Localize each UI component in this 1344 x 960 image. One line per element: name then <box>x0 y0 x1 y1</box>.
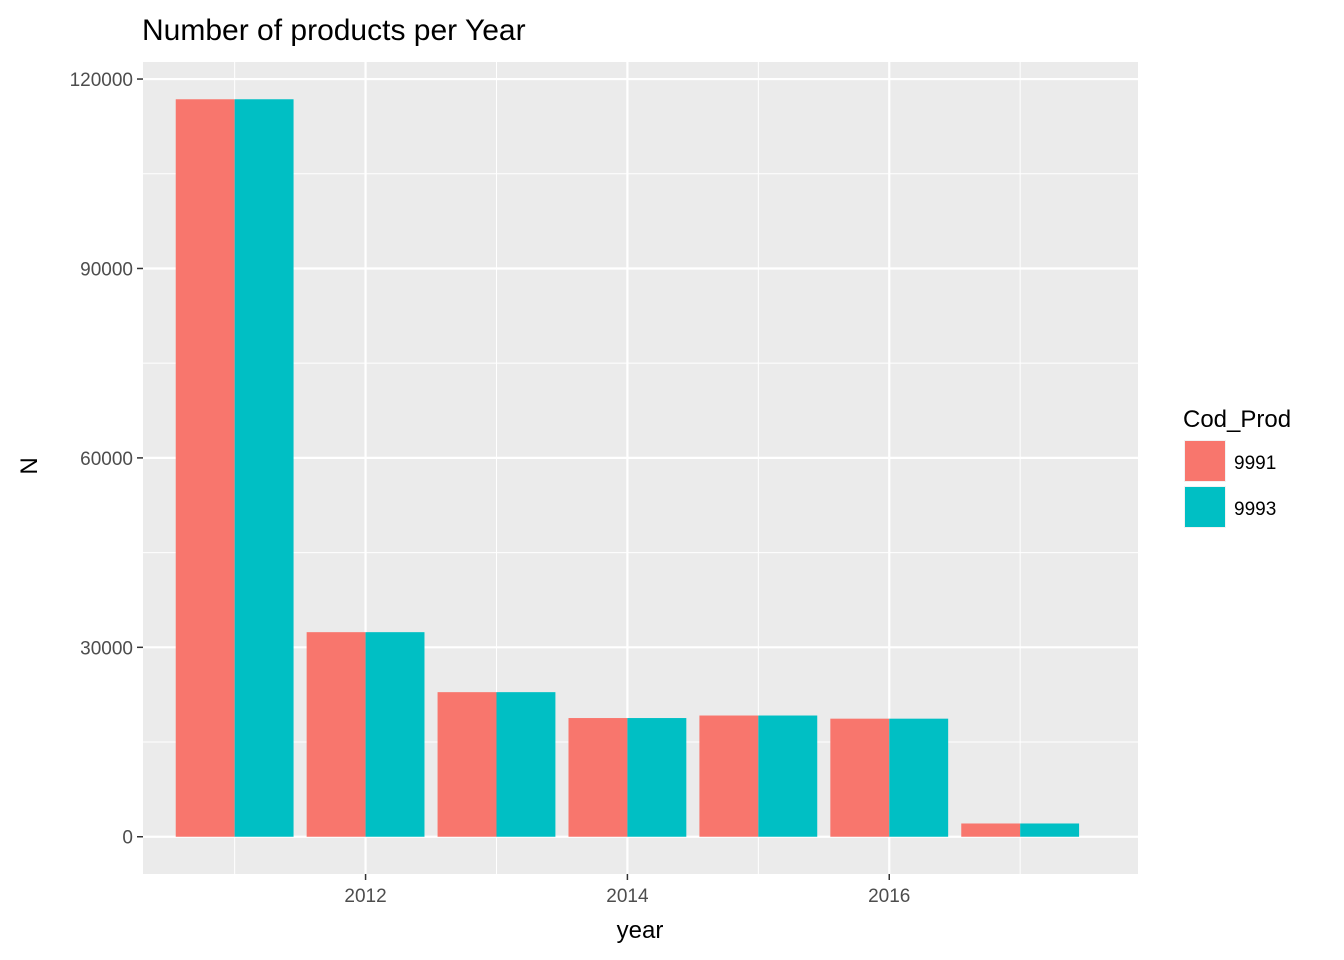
bar-9993-2016 <box>889 718 949 837</box>
bar-9991-2012 <box>306 632 366 837</box>
y-axis: 0 30000 60000 90000 120000 <box>70 70 143 849</box>
bar-9993-2012 <box>365 632 425 837</box>
legend-label-9991: 9991 <box>1234 453 1276 474</box>
y-tick-label: 30000 <box>80 638 133 659</box>
bar-9991-2017 <box>961 823 1021 837</box>
legend-title: Cod_Prod <box>1183 406 1291 433</box>
y-tick-label: 120000 <box>70 70 133 91</box>
x-tick-label: 2016 <box>868 886 910 907</box>
bar-9993-2011 <box>234 99 294 837</box>
x-axis-label: year <box>617 917 664 944</box>
x-tick-label: 2014 <box>606 886 649 907</box>
legend-swatch-9993 <box>1185 487 1225 527</box>
y-tick-label: 0 <box>122 828 133 849</box>
bar-9991-2016 <box>830 718 890 837</box>
bar-9991-2013 <box>437 692 497 837</box>
x-tick-label: 2012 <box>344 886 386 907</box>
bar-9991-2011 <box>175 99 235 837</box>
legend-label-9993: 9993 <box>1234 499 1276 520</box>
bar-9993-2017 <box>1020 823 1080 837</box>
bar-9991-2015 <box>699 715 759 837</box>
legend-swatch-9991 <box>1185 441 1225 481</box>
bar-9993-2013 <box>496 692 556 837</box>
x-axis: 2012 2014 2016 <box>344 874 910 907</box>
bars <box>175 99 1080 837</box>
y-tick-label: 60000 <box>80 449 133 470</box>
legend: Cod_Prod 9991 9993 <box>1183 406 1291 528</box>
y-tick-label: 90000 <box>80 259 133 280</box>
bar-9993-2014 <box>627 718 687 837</box>
y-axis-label: N <box>16 457 43 474</box>
chart-title: Number of products per Year <box>142 14 526 47</box>
bar-9991-2014 <box>568 718 628 837</box>
bar-9993-2015 <box>758 715 818 837</box>
